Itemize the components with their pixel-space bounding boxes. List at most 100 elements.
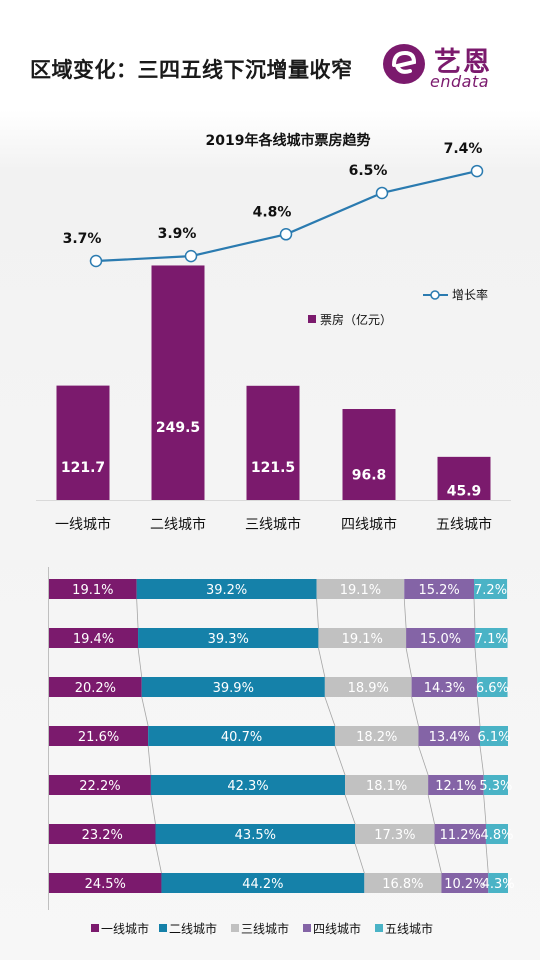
series-connector-line <box>324 696 336 727</box>
stack-segment <box>480 726 508 746</box>
bar-value-label: 96.8 <box>352 468 387 484</box>
stack-segment <box>434 824 486 844</box>
segment-value-label: 15.2% <box>418 583 459 598</box>
logo-name: 艺恩 <box>434 47 492 78</box>
series-connector-line <box>476 696 481 727</box>
legend-swatch <box>375 924 383 932</box>
series-connector-line <box>316 598 319 629</box>
segment-value-label: 19.4% <box>73 632 114 647</box>
series-connector-line <box>136 598 139 629</box>
series-connector-line <box>137 647 143 678</box>
stack-segment <box>49 726 149 746</box>
segment-value-label: 19.1% <box>72 583 113 598</box>
bar-5 <box>437 456 491 500</box>
segment-value-label: 39.3% <box>208 632 249 647</box>
segment-value-label: 20.2% <box>75 681 116 696</box>
stack-segment <box>155 824 356 844</box>
series-connector-line <box>344 794 356 825</box>
segment-value-label: 4.8% <box>480 828 513 843</box>
stack-segment <box>148 726 335 746</box>
segment-value-label: 39.2% <box>206 583 247 598</box>
legend-city-label: 三线城市 <box>241 921 289 936</box>
series-connector-line <box>418 745 429 776</box>
segment-value-label: 4.3% <box>482 877 515 892</box>
stack-segment <box>49 775 151 795</box>
endata-logo-icon <box>383 44 425 84</box>
series-connector-line <box>150 794 156 825</box>
stack-segment <box>364 873 442 893</box>
growth-point <box>470 164 484 178</box>
stack-segment <box>345 775 429 795</box>
segment-value-label: 42.3% <box>227 779 268 794</box>
growth-point <box>279 228 293 241</box>
stack-segment <box>49 824 156 844</box>
series-connector-line <box>403 598 407 629</box>
segment-value-label: 15.0% <box>420 632 461 647</box>
series-connector-line <box>427 794 435 825</box>
growth-point <box>184 249 198 263</box>
header <box>0 0 540 100</box>
segment-value-label: 44.2% <box>242 877 283 892</box>
segment-value-label: 40.7% <box>221 730 262 745</box>
legend-city-label: 四线城市 <box>313 921 361 936</box>
segment-value-label: 23.2% <box>82 828 123 843</box>
stack-segment <box>49 677 142 697</box>
stack-segment <box>316 579 405 599</box>
segment-value-label: 6.6% <box>476 681 509 696</box>
stack-segment <box>406 628 475 648</box>
segment-value-label: 7.2% <box>474 583 507 598</box>
legend-swatch <box>231 924 239 932</box>
legend-line-dot <box>430 290 440 300</box>
category-label: 二线城市 <box>150 516 206 533</box>
legend-swatch <box>159 924 167 932</box>
series-connector-line <box>354 843 365 874</box>
series-connector-line <box>141 696 149 727</box>
stack-segment <box>334 726 419 746</box>
stack-segment <box>355 824 435 844</box>
category-label: 四线城市 <box>341 516 397 533</box>
growth-point <box>375 186 389 200</box>
growth-value-label: 7.4% <box>444 141 483 157</box>
growth-value-label: 3.9% <box>158 226 197 242</box>
stack-segment <box>411 677 478 697</box>
stack-segment <box>318 628 407 648</box>
stack-segment <box>141 677 325 697</box>
stack-segment <box>488 873 508 893</box>
stack-segment <box>474 579 508 599</box>
growth-value-label: 6.5% <box>349 163 388 179</box>
series-connector-line <box>405 647 413 678</box>
segment-value-label: 17.3% <box>374 828 415 843</box>
growth-value-label: 4.8% <box>253 204 292 220</box>
series-connector-line <box>318 647 326 678</box>
bar-value-label: 249.5 <box>156 420 200 436</box>
series-connector-line <box>411 696 419 727</box>
stack-segment <box>150 775 346 795</box>
stack-segment <box>138 628 319 648</box>
series-connector-line <box>155 843 162 874</box>
stack-segment <box>483 775 508 795</box>
bar-value-label: 45.9 <box>447 484 482 500</box>
stack-segment <box>428 775 484 795</box>
legend-growth-label: 增长率 <box>452 287 488 302</box>
series-connector-line <box>434 843 442 874</box>
legend-city-label: 二线城市 <box>169 921 217 936</box>
stack-segment <box>161 873 365 893</box>
legend-boxoffice-label: 票房（亿元） <box>320 312 392 327</box>
chart-title: 2019年各线城市票房趋势 <box>206 132 371 149</box>
series-connector-line <box>479 745 485 776</box>
stack-segment <box>474 628 508 648</box>
segment-value-label: 6.1% <box>477 730 510 745</box>
segment-value-label: 18.2% <box>356 730 397 745</box>
series-connector-line <box>147 745 152 776</box>
segment-value-label: 16.8% <box>382 877 423 892</box>
stack-segment <box>324 677 412 697</box>
segment-value-label: 18.9% <box>348 681 389 696</box>
segment-value-label: 22.2% <box>79 779 120 794</box>
bar-value-label: 121.5 <box>251 460 295 476</box>
segment-value-label: 10.2% <box>444 877 485 892</box>
series-connector-line <box>483 794 487 825</box>
category-label: 一线城市 <box>55 516 111 533</box>
growth-value-label: 3.7% <box>63 231 102 247</box>
series-connector-line <box>474 647 478 678</box>
legend-swatch <box>303 924 311 932</box>
